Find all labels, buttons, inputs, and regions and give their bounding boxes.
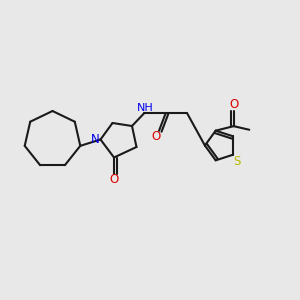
Text: N: N: [91, 133, 100, 146]
Text: O: O: [110, 173, 118, 186]
Text: O: O: [152, 130, 160, 143]
Text: O: O: [229, 98, 238, 111]
Text: NH: NH: [137, 103, 154, 113]
Text: S: S: [233, 155, 240, 168]
